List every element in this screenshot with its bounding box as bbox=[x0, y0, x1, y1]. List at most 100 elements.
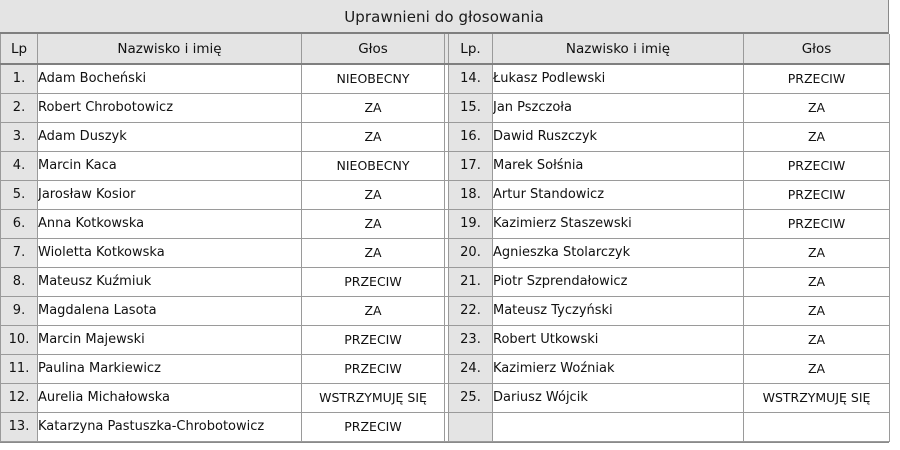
vote-value-right: ZA bbox=[743, 121, 890, 152]
header-row: Lp Nazwisko i imię Głos Lp. Nazwisko i i… bbox=[0, 34, 890, 65]
voter-name-left: Wioletta Kotkowska bbox=[37, 237, 302, 268]
voter-name-left: Marcin Majewski bbox=[37, 324, 302, 355]
row-index-left: 2. bbox=[0, 92, 38, 123]
table-header: Lp Nazwisko i imię Głos Lp. Nazwisko i i… bbox=[0, 34, 890, 65]
column-header-vote-left: Głos bbox=[301, 34, 445, 65]
voter-name-left: Marcin Kaca bbox=[37, 150, 302, 181]
vote-value-left: PRZECIW bbox=[301, 266, 445, 297]
voter-name-right: Mateusz Tyczyński bbox=[492, 295, 744, 326]
vote-value-right: ZA bbox=[743, 324, 890, 355]
table-row: 3. Adam Duszyk ZA 16. Dawid Ruszczyk ZA bbox=[0, 121, 890, 152]
vote-value-right: PRZECIW bbox=[743, 150, 890, 181]
table-row: 10. Marcin Majewski PRZECIW 23. Robert Utkow… bbox=[0, 324, 890, 355]
voter-name-right: Marek Sołśnia bbox=[492, 150, 744, 181]
voter-name-left: Mateusz Kuźmiuk bbox=[37, 266, 302, 297]
voter-name-right: Dawid Ruszczyk bbox=[492, 121, 744, 152]
vote-value-left: NIEOBECNY bbox=[301, 63, 445, 94]
vote-value-right: PRZECIW bbox=[743, 63, 890, 94]
row-index-left: 4. bbox=[0, 150, 38, 181]
column-header-lp-left: Lp bbox=[0, 34, 38, 65]
voter-name-left: Robert Chrobotowicz bbox=[37, 92, 302, 123]
page-title: Uprawnieni do głosowania bbox=[0, 0, 888, 34]
row-index-right: 19. bbox=[448, 208, 493, 239]
vote-value-left: ZA bbox=[301, 208, 445, 239]
row-index-right: 18. bbox=[448, 179, 493, 210]
voter-name-left: Aurelia Michałowska bbox=[37, 382, 302, 413]
row-index-right: 17. bbox=[448, 150, 493, 181]
row-index-right bbox=[448, 411, 493, 442]
table-row: 2. Robert Chrobotowicz ZA 15. Jan Pszczoła ZA bbox=[0, 92, 890, 123]
vote-value-left: ZA bbox=[301, 295, 445, 326]
row-index-right: 25. bbox=[448, 382, 493, 413]
voter-name-right: Kazimierz Woźniak bbox=[492, 353, 744, 384]
voter-name-right: Robert Utkowski bbox=[492, 324, 744, 355]
vote-value-right: PRZECIW bbox=[743, 208, 890, 239]
voter-name-left: Adam Bocheński bbox=[37, 63, 302, 94]
row-index-left: 3. bbox=[0, 121, 38, 152]
row-index-left: 5. bbox=[0, 179, 38, 210]
row-index-left: 6. bbox=[0, 208, 38, 239]
row-index-right: 21. bbox=[448, 266, 493, 297]
table-row: 13. Katarzyna Pastuszka-Chrobotowicz PRZEC… bbox=[0, 411, 890, 442]
vote-value-left: ZA bbox=[301, 92, 445, 123]
table-row: 5. Jarosław Kosior ZA 18. Artur Standowicz PR… bbox=[0, 179, 890, 210]
vote-value-left: NIEOBECNY bbox=[301, 150, 445, 181]
voter-name-left: Paulina Markiewicz bbox=[37, 353, 302, 384]
row-index-right: 20. bbox=[448, 237, 493, 268]
row-index-left: 12. bbox=[0, 382, 38, 413]
table-body: 1. Adam Bocheński NIEOBECNY 14. Łukasz Podle… bbox=[0, 63, 890, 442]
vote-value-left: ZA bbox=[301, 237, 445, 268]
row-index-left: 8. bbox=[0, 266, 38, 297]
vote-value-left: ZA bbox=[301, 121, 445, 152]
row-index-left: 1. bbox=[0, 63, 38, 94]
vote-value-right bbox=[743, 411, 890, 442]
voting-table: Lp Nazwisko i imię Głos Lp. Nazwisko i i… bbox=[0, 34, 890, 442]
column-header-name-right: Nazwisko i imię bbox=[492, 34, 744, 65]
vote-value-left: PRZECIW bbox=[301, 353, 445, 384]
voter-name-right: Agnieszka Stolarczyk bbox=[492, 237, 744, 268]
vote-value-right: PRZECIW bbox=[743, 179, 890, 210]
row-index-left: 13. bbox=[0, 411, 38, 442]
vote-value-right: ZA bbox=[743, 295, 890, 326]
voter-name-right: Łukasz Podlewski bbox=[492, 63, 744, 94]
row-index-left: 11. bbox=[0, 353, 38, 384]
vote-value-left: WSTRZYMUJĘ SIĘ bbox=[301, 382, 445, 413]
table-row: 4. Marcin Kaca NIEOBECNY 17. Marek Sołśnia PR… bbox=[0, 150, 890, 181]
row-index-left: 10. bbox=[0, 324, 38, 355]
vote-value-right: WSTRZYMUJĘ SIĘ bbox=[743, 382, 890, 413]
table-row: 9. Magdalena Lasota ZA 22. Mateusz Tyczyński… bbox=[0, 295, 890, 326]
voter-name-left: Katarzyna Pastuszka-Chrobotowicz bbox=[37, 411, 302, 442]
vote-value-right: ZA bbox=[743, 237, 890, 268]
row-index-right: 16. bbox=[448, 121, 493, 152]
vote-value-right: ZA bbox=[743, 266, 890, 297]
voter-name-right: Piotr Szprendałowicz bbox=[492, 266, 744, 297]
vote-value-right: ZA bbox=[743, 353, 890, 384]
voter-name-left: Magdalena Lasota bbox=[37, 295, 302, 326]
table-row: 11. Paulina Markiewicz PRZECIW 24. Kazimierz… bbox=[0, 353, 890, 384]
voter-name-right bbox=[492, 411, 744, 442]
row-index-right: 24. bbox=[448, 353, 493, 384]
voter-name-right: Artur Standowicz bbox=[492, 179, 744, 210]
table-row: 6. Anna Kotkowska ZA 19. Kazimierz Staszewsk… bbox=[0, 208, 890, 239]
column-header-vote-right: Głos bbox=[743, 34, 890, 65]
row-index-left: 9. bbox=[0, 295, 38, 326]
voter-name-left: Anna Kotkowska bbox=[37, 208, 302, 239]
row-index-right: 14. bbox=[448, 63, 493, 94]
voter-name-right: Jan Pszczoła bbox=[492, 92, 744, 123]
voter-name-right: Dariusz Wójcik bbox=[492, 382, 744, 413]
voter-name-right: Kazimierz Staszewski bbox=[492, 208, 744, 239]
vote-value-left: PRZECIW bbox=[301, 411, 445, 442]
row-index-right: 22. bbox=[448, 295, 493, 326]
vote-value-left: PRZECIW bbox=[301, 324, 445, 355]
voter-name-left: Jarosław Kosior bbox=[37, 179, 302, 210]
row-index-right: 23. bbox=[448, 324, 493, 355]
voting-sheet: Uprawnieni do głosowania Lp Nazwisko i i… bbox=[0, 0, 890, 443]
table-row: 1. Adam Bocheński NIEOBECNY 14. Łukasz Podle… bbox=[0, 63, 890, 94]
table-row: 12. Aurelia Michałowska WSTRZYMUJĘ SIĘ 25. D… bbox=[0, 382, 890, 413]
voter-name-left: Adam Duszyk bbox=[37, 121, 302, 152]
table-row: 7. Wioletta Kotkowska ZA 20. Agnieszka Stola… bbox=[0, 237, 890, 268]
vote-value-right: ZA bbox=[743, 92, 890, 123]
row-index-right: 15. bbox=[448, 92, 493, 123]
column-header-name-left: Nazwisko i imię bbox=[37, 34, 302, 65]
row-index-left: 7. bbox=[0, 237, 38, 268]
